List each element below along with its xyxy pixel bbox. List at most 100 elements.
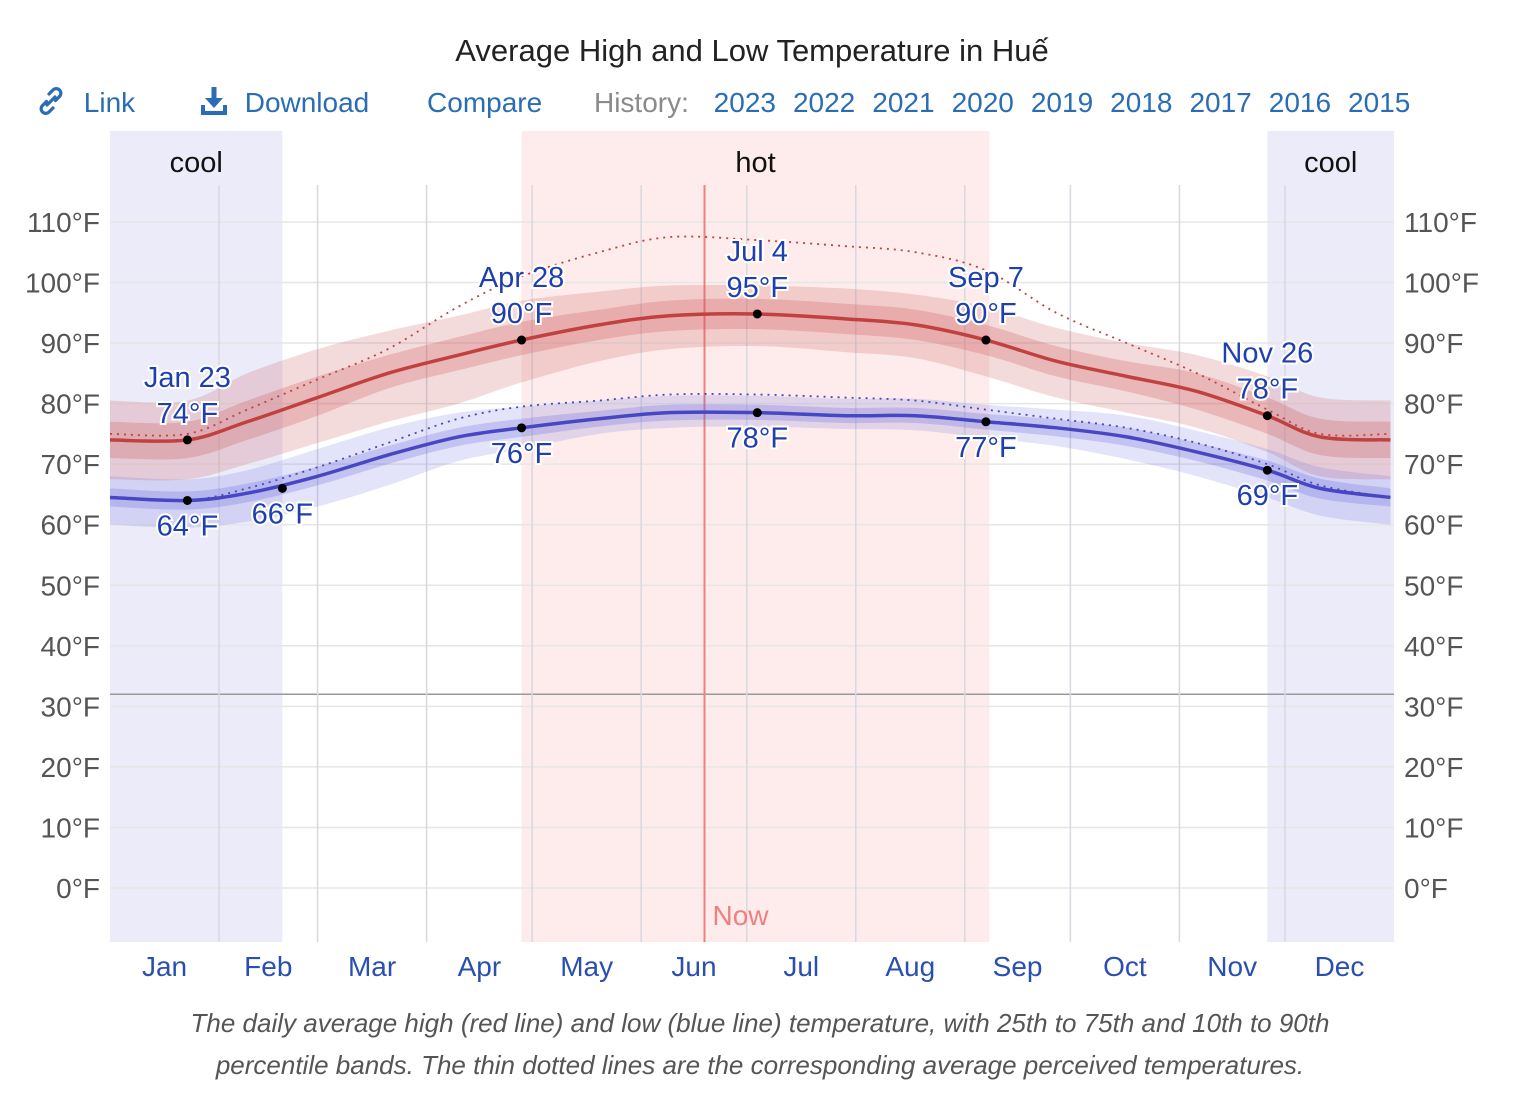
y-tick-left: 0°F [56,873,100,904]
annotation-point [1262,465,1272,475]
link-label: Link [83,87,136,118]
annotation-value: 77°F [955,432,1017,464]
month-label-mar: Mar [348,951,396,982]
annotations: Jan 23 74°F Apr 28 90°F Jul 4 95°F Sep 7 90°F No… [142,234,1315,544]
download-icon [200,87,227,115]
now-label: Now [713,900,770,931]
history-year-2023[interactable]: 2023 [713,87,776,118]
y-tick-left: 10°F [41,812,100,843]
history-year-2022[interactable]: 2022 [792,87,856,118]
history-year-2020[interactable]: 2020 [951,87,1014,118]
history-label: History: [593,87,689,118]
history-year-2021[interactable]: 2021 [872,87,935,118]
annotation-point [981,417,991,427]
y-tick-left: 30°F [41,691,100,722]
annotation-point [517,335,527,345]
y-tick-left: 20°F [41,752,100,783]
month-label-may: May [560,951,613,982]
annotation-value: 69°F [1237,480,1299,512]
annotation-date: Jul 4 [727,236,788,268]
month-label-nov: Nov [1207,951,1257,982]
annotation-point [277,483,287,493]
month-label-aug: Aug [885,951,935,982]
y-tick-right: 40°F [1404,631,1463,662]
y-tick-left: 40°F [41,631,100,662]
month-label-sep: Sep [993,951,1043,982]
annotation-value: 74°F [157,398,219,430]
annotation-value: 78°F [1237,374,1299,406]
y-tick-right: 10°F [1404,812,1463,843]
season-label: cool [170,147,223,179]
chart-toolbar: Link Download Compare History: 2023 2022 2… [36,86,1410,119]
y-tick-left: 80°F [41,389,100,420]
annotation-point [981,335,991,345]
y-tick-right: 50°F [1404,570,1463,601]
annotation-point [1262,411,1272,421]
annotation-point [182,435,192,445]
history-year-2015[interactable]: 2015 [1348,87,1411,118]
month-label-feb: Feb [244,951,292,982]
y-tick-left: 110°F [27,207,100,238]
annotation-value: 66°F [252,498,314,530]
season-label: hot [735,147,775,179]
high-band-10-90 [110,284,1391,481]
annotation-point [752,408,762,418]
annotation-date: Jan 23 [144,362,231,394]
month-label-jun: Jun [671,951,716,982]
annotation-point [182,495,192,505]
season-band-cool [1267,131,1394,942]
annotation-point [752,309,762,319]
high-perceived-line [109,235,1391,437]
season-band-cool [110,131,283,942]
y-tick-left: 70°F [41,449,100,480]
y-tick-right: 60°F [1404,510,1463,541]
y-tick-left: 60°F [41,510,100,541]
annotation-date: Apr 28 [479,262,564,294]
temperature-chart: cool hot cool Now Jan 23 74°F Apr 28 90°F Jul … [25,131,1479,982]
history-year-2017[interactable]: 2017 [1189,87,1252,118]
y-tick-left: 50°F [41,570,100,601]
y-tick-left: 90°F [41,328,100,359]
season-band-hot [521,131,990,942]
history-year-2016[interactable]: 2016 [1268,87,1332,118]
month-label-jan: Jan [142,951,187,982]
y-tick-right: 30°F [1404,691,1463,722]
y-tick-left: 100°F [25,268,100,299]
annotation-date: Nov 26 [1221,338,1313,370]
download-button[interactable]: Download [199,86,369,119]
history-year-2018[interactable]: 2018 [1110,87,1173,118]
annotation-value: 64°F [157,510,219,542]
annotation-value: 90°F [955,298,1017,330]
annotation-value: 78°F [726,423,788,455]
y-tick-right: 70°F [1404,449,1463,480]
annotation-value: 90°F [491,298,553,330]
axis-labels: 0°F 0°F 10°F 10°F 20°F 20°F 30°F 30°F 40°F 40°F 50… [25,207,1479,982]
annotation-date: Sep 7 [948,262,1024,294]
annotation-value: 95°F [726,272,788,304]
y-tick-right: 90°F [1404,328,1463,359]
gridlines: Now [110,185,1394,942]
annotation-point [517,423,527,433]
month-label-jul: Jul [783,951,819,982]
y-tick-right: 110°F [1404,207,1477,238]
caption-line-2: percentile bands. The thin dotted lines … [215,1050,1305,1080]
link-icon [39,87,63,115]
month-label-dec: Dec [1315,951,1365,982]
month-label-apr: Apr [458,951,502,982]
y-tick-right: 0°F [1404,873,1448,904]
y-tick-right: 100°F [1404,268,1479,299]
season-label: cool [1304,147,1357,179]
month-label-oct: Oct [1103,951,1147,982]
history-years: 2023 2022 2021 2020 2019 2018 2017 2016 2015 [697,87,1411,119]
y-tick-right: 20°F [1404,752,1463,783]
history-year-2019[interactable]: 2019 [1030,87,1094,118]
link-button[interactable]: Link [36,86,135,119]
compare-button[interactable]: Compare [427,87,543,118]
chart-title: Average High and Low Temperature in Huế [455,33,1049,68]
annotation-value: 76°F [491,438,553,470]
chart-caption: The daily average high (red line) and lo… [40,1002,1480,1086]
download-label: Download [244,87,370,118]
y-tick-right: 80°F [1404,389,1463,420]
caption-line-1: The daily average high (red line) and lo… [190,1008,1330,1038]
season-bands: cool hot cool [110,131,1394,942]
